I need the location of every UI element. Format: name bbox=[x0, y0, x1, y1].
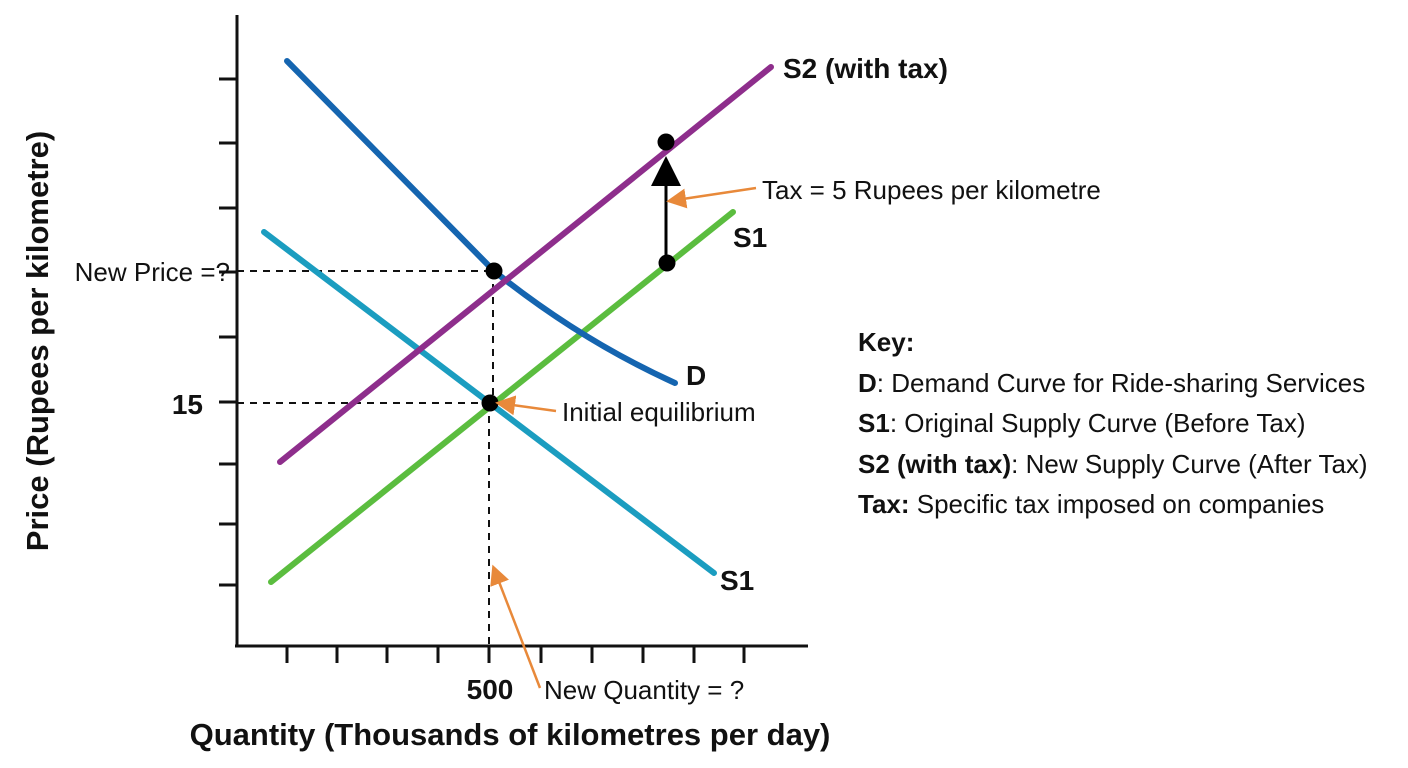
x-axis-ticks bbox=[285, 646, 746, 663]
quantity-annotation-arrow bbox=[490, 564, 542, 689]
guide-lines bbox=[237, 270, 494, 646]
new-quantity-annotation: New Quantity = ? bbox=[544, 675, 744, 705]
supply-tax-curve bbox=[277, 64, 774, 465]
y-axis-title: Price (Rupees per kilometre) bbox=[20, 131, 55, 551]
demand-curve bbox=[284, 58, 678, 386]
tax-annotation: Tax = 5 Rupees per kilometre bbox=[762, 175, 1101, 205]
key-item-supply-tax: S2 (with tax): New Supply Curve (After T… bbox=[858, 448, 1368, 479]
supply-tax-label: S2 (with tax) bbox=[783, 53, 948, 84]
x-axis-title: Quantity (Thousands of kilometres per da… bbox=[190, 717, 831, 752]
key-legend: Key: D: Demand Curve for Ride-sharing Se… bbox=[858, 322, 1368, 525]
x-tick-label-500: 500 bbox=[467, 674, 514, 705]
tax-bottom-point bbox=[658, 254, 676, 272]
y-tick-label-15: 15 bbox=[172, 389, 203, 420]
initial-equilibrium-annotation: Initial equilibrium bbox=[562, 397, 756, 427]
new-price-label: New Price =? bbox=[75, 257, 230, 287]
demand-label: D bbox=[686, 360, 706, 391]
tax-annotation-arrow bbox=[666, 186, 757, 209]
supply-original-label: S1 bbox=[733, 222, 767, 253]
new-equilibrium-point bbox=[485, 262, 503, 280]
key-title: Key: bbox=[858, 327, 915, 357]
initial-equilibrium-point bbox=[481, 394, 499, 412]
key-item-tax: Tax: Specific tax imposed on companies bbox=[858, 489, 1325, 519]
equilibrium-annotation-arrow bbox=[495, 395, 557, 416]
key-item-demand: D: Demand Curve for Ride-sharing Service… bbox=[858, 367, 1366, 398]
y-axis-ticks bbox=[219, 77, 237, 587]
tax-top-point bbox=[657, 133, 675, 151]
supply-extra-label: S1 bbox=[720, 565, 754, 596]
key-item-supply-original: S1: Original Supply Curve (Before Tax) bbox=[858, 408, 1306, 438]
